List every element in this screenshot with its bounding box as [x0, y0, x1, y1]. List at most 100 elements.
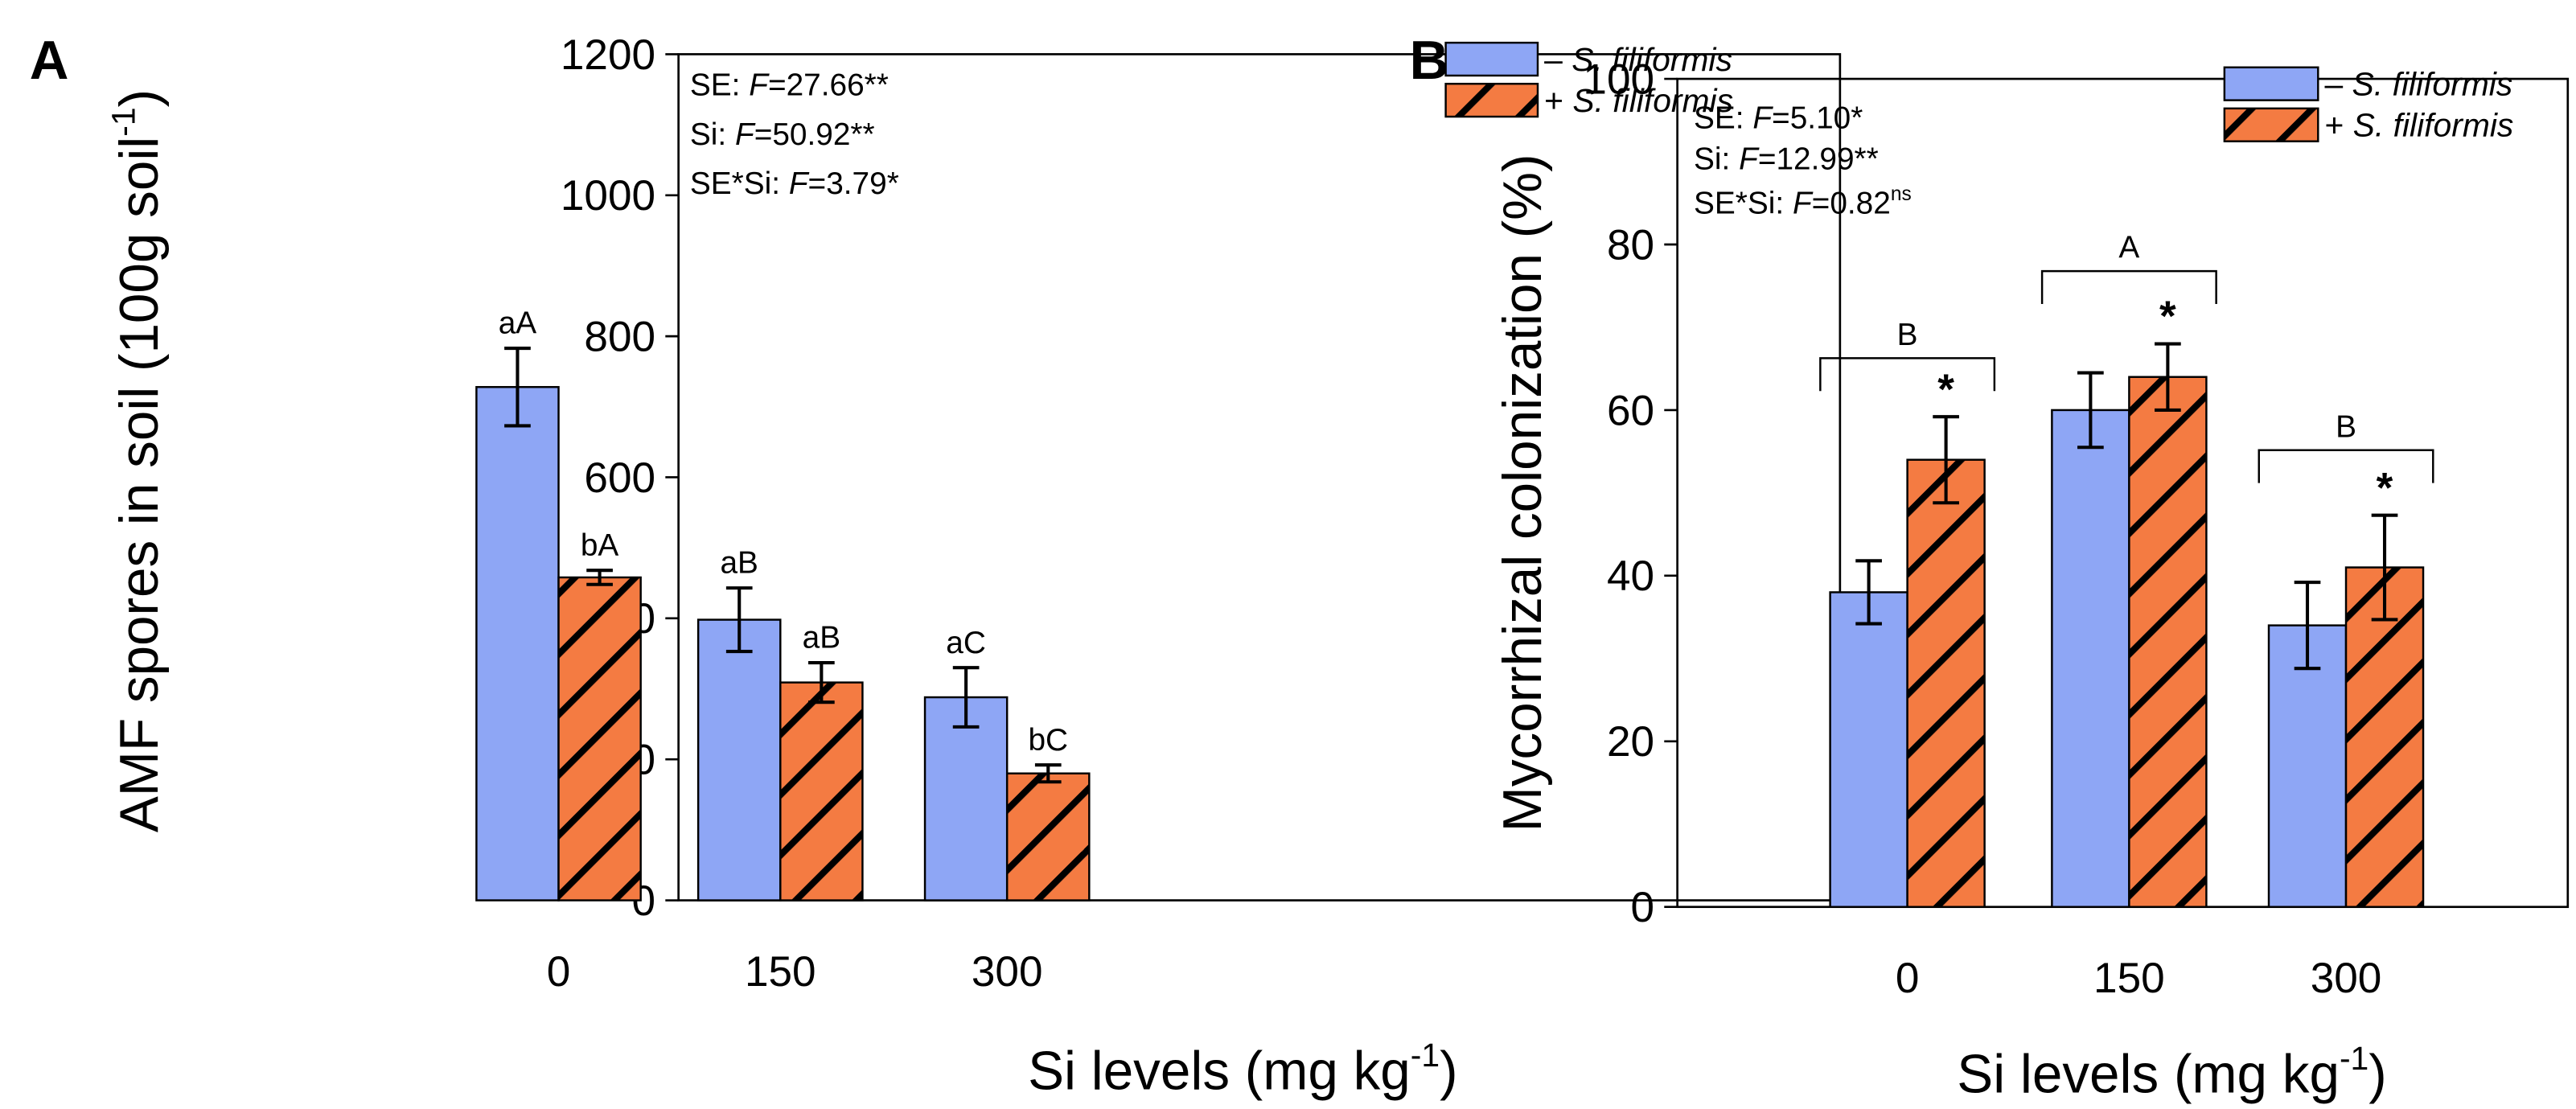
- significance-letter: aB: [720, 546, 758, 581]
- group-bracket: [1819, 357, 1996, 392]
- significance-letter: bA: [581, 528, 619, 563]
- stat-f: F: [1739, 142, 1760, 176]
- x-axis-label-tail: ): [2369, 1045, 2386, 1105]
- bar-series2-150: [2128, 376, 2208, 908]
- y-axis-label: Mycorrhizal colonization (%): [1493, 154, 1553, 832]
- stat-f: F: [749, 68, 770, 102]
- y-tick-label: 20: [1607, 718, 1654, 766]
- stat-line: Si: F=12.99**: [1694, 142, 1879, 176]
- x-tick-label: 300: [972, 948, 1043, 996]
- stat-line: SE: F=27.66**: [690, 68, 889, 102]
- legend-name: S. filiformis: [1572, 82, 1733, 119]
- stat-f: F: [1752, 101, 1773, 135]
- stat-sup: ns: [1891, 183, 1912, 205]
- group-bracket: [2040, 269, 2217, 304]
- stat-value: =0.82: [1812, 187, 1891, 221]
- significance-letter: aB: [803, 621, 840, 655]
- bar-series2-0: [557, 576, 642, 902]
- x-axis-label: Si levels (mg kg-1): [1028, 1037, 1457, 1102]
- significance-letter: aA: [499, 306, 537, 341]
- legend-name: S. filiformis: [1571, 41, 1732, 78]
- x-axis-label-sup: -1: [2340, 1040, 2369, 1077]
- y-tick-label: 60: [1607, 387, 1654, 434]
- chart-panel-B: 0 20 40 60 80 100 * * * B A B 0 150 300 Si levels (mg k…: [1410, 31, 2570, 1105]
- legend-entry: + S. filiformis: [2324, 107, 2513, 144]
- x-tick-label: 150: [745, 948, 816, 996]
- stat-f: F: [789, 166, 810, 201]
- y-tick-label: 0: [1630, 884, 1654, 931]
- stat-value: =12.99**: [1758, 142, 1879, 176]
- group-bracket: [2258, 449, 2434, 483]
- bar-series2-300: [1005, 772, 1091, 902]
- significance-letter: aC: [946, 626, 986, 660]
- legend-swatch-1: [1444, 41, 1539, 77]
- x-axis-label-tail: ): [1440, 1041, 1457, 1101]
- group-letter: A: [2118, 231, 2139, 265]
- bar-series1-0: [1829, 591, 1908, 908]
- legend-sign: +: [2324, 107, 2352, 144]
- x-tick-label: 0: [547, 948, 571, 996]
- legend-swatch-1: [2223, 66, 2319, 101]
- bar-series1-300: [2267, 624, 2348, 908]
- panel-label: B: [1410, 31, 1449, 91]
- x-axis-label-sup: -1: [1411, 1037, 1440, 1074]
- y-tick-label: 100: [1583, 55, 1654, 103]
- significance-star: *: [2159, 293, 2176, 340]
- stat-line: SE: F=5.10*: [1694, 101, 1863, 135]
- stat-line: Si: F=50.92**: [690, 117, 875, 152]
- y-tick-label: 1200: [561, 31, 655, 79]
- y-tick-label: 800: [584, 314, 655, 361]
- y-tick-label: 600: [584, 454, 655, 502]
- significance-star: *: [1937, 366, 1954, 413]
- y-tick-label: 80: [1607, 221, 1654, 269]
- y-axis-label-text: Mycorrhizal colonization (%): [1493, 154, 1553, 832]
- legend-name: S. filiformis: [2352, 65, 2513, 102]
- stat-prefix: SE:: [690, 68, 749, 102]
- legend-swatch-2: [2223, 107, 2319, 142]
- bar-series2-300: [2344, 566, 2425, 908]
- x-tick-label: 300: [2311, 955, 2382, 1002]
- significance-star: *: [2377, 464, 2393, 511]
- y-tick-label: 40: [1607, 552, 1654, 600]
- stat-line: SE*Si: F=3.79*: [690, 166, 899, 201]
- x-tick-label: 150: [2093, 955, 2165, 1002]
- stat-value: =50.92**: [754, 117, 875, 152]
- y-axis-label-text: AMF spores in soil (100g soil: [109, 137, 170, 832]
- group-letter: B: [2336, 409, 2356, 444]
- stat-prefix: SE:: [1694, 101, 1752, 135]
- stat-value: =3.79*: [808, 166, 899, 201]
- stat-prefix: SE*Si:: [1694, 187, 1793, 221]
- legend-sign: –: [1544, 41, 1571, 78]
- stat-value: =27.66**: [768, 68, 889, 102]
- x-axis-label: Si levels (mg kg-1): [1957, 1040, 2386, 1105]
- bar-series2-0: [1906, 458, 1986, 908]
- bar-series2-150: [779, 681, 864, 902]
- legend-sign: –: [2324, 65, 2352, 102]
- chart-panel-A: 020040060080010001200aAaBaCbAaBbC0150300…: [30, 31, 1842, 1102]
- y-axis-label-tail: ): [109, 89, 170, 107]
- stat-prefix: Si:: [1694, 142, 1739, 176]
- significance-letter: bC: [1028, 723, 1068, 758]
- bar-series1-150: [2051, 409, 2130, 908]
- legend-swatch-2: [1444, 82, 1539, 118]
- legend-sign: +: [1544, 82, 1572, 119]
- legend-entry: – S. filiformis: [1544, 41, 1732, 78]
- bar-series1-150: [696, 618, 782, 902]
- stat-prefix: SE*Si:: [690, 166, 789, 201]
- y-axis-label: AMF spores in soil (100g soil-1): [105, 89, 171, 832]
- group-letter: B: [1897, 318, 1918, 352]
- legend-name: S. filiformis: [2353, 107, 2514, 144]
- legend-entry: + S. filiformis: [1544, 82, 1733, 119]
- x-tick-label: 0: [1896, 955, 1920, 1002]
- x-axis-label-text: Si levels (mg kg: [1028, 1041, 1411, 1101]
- bar-series1-300: [923, 696, 1009, 902]
- stat-line: SE*Si: F=0.82ns: [1694, 183, 1912, 220]
- stat-value: =5.10*: [1772, 101, 1863, 135]
- stat-f: F: [1793, 187, 1814, 221]
- x-axis-label-text: Si levels (mg kg: [1957, 1045, 2340, 1105]
- y-axis-label-sup: -1: [105, 107, 142, 136]
- stat-prefix: Si:: [690, 117, 735, 152]
- legend-entry: – S. filiformis: [2324, 65, 2512, 102]
- bar-series1-0: [475, 386, 560, 902]
